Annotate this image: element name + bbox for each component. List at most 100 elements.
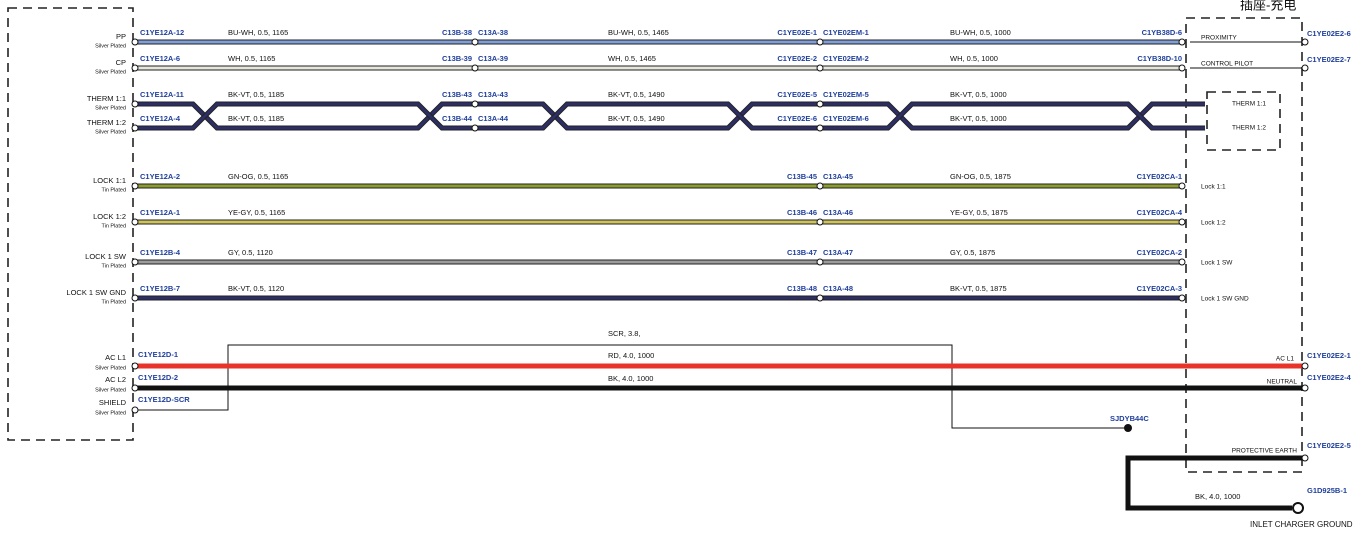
plating: Silver Plated [95,105,126,111]
ac-section: AC L1 Silver Plated AC L2 Silver Plated … [95,329,1353,529]
wire-spec: BK-VT, 0.5, 1185 [228,114,284,123]
pin [131,182,139,190]
wire-spec: SCR, 3.8, [608,329,641,338]
wire [135,102,1205,130]
plating: Silver Plated [95,387,126,393]
function-label: NEUTRAL [1267,379,1298,386]
connector-label: C13B-38 [442,28,472,37]
pin [816,294,824,302]
pin [816,258,824,266]
connector-label: C1YE02EM-2 [823,54,869,63]
connector-label: C13B-47 [787,248,817,257]
connector-label: C1YE12B-7 [140,284,180,293]
pin [131,100,139,108]
pin [816,182,824,190]
pin [816,38,824,46]
connector-label: C1YE12A-6 [140,54,180,63]
terminal-label: C1YE02E2-7 [1307,55,1351,64]
function-label: THERM 1:1 [1232,101,1266,108]
pin-name: THERM 1:2 [87,118,126,127]
pin [471,100,479,108]
connector-label: C1YE02E-5 [777,90,817,99]
pin [471,38,479,46]
connector-label: C1YE12D-1 [138,350,178,359]
connector-label: C1YE02E-6 [777,114,817,123]
connector-label: C1YE12A-12 [140,28,184,37]
terminal-label: C1YE02E2-5 [1307,441,1351,450]
function-label: PROTECTIVE EARTH [1232,448,1298,455]
connector-label: G1D925B-1 [1307,486,1347,495]
connector-label: C13A-39 [478,54,508,63]
pin [131,294,139,302]
pin [1178,258,1186,266]
plating: Silver Plated [95,365,126,371]
earth-wire [1125,455,1305,511]
connector-label: C1YE12D-2 [138,373,178,382]
pin [1178,64,1186,72]
pin [131,124,139,132]
plating: Silver Plated [95,43,126,49]
connector-label: C13B-48 [787,284,817,293]
pin [471,124,479,132]
connector-label: C13B-39 [442,54,472,63]
connector-label: C1YE02CA-4 [1137,208,1183,217]
wire-outline [135,101,1205,131]
wire-spec: BK-VT, 0.5, 1490 [608,114,665,123]
wire-spec: BU-WH, 0.5, 1165 [228,28,288,37]
connector-label: C1YE12B-4 [140,248,181,257]
pin [1301,454,1309,462]
terminal-label: C1YE02E2-6 [1307,29,1351,38]
rows: PP Silver Plated C1YE12A-12 BU-WH, 0.5, 116… [66,28,1350,305]
function-label: Lock 1 SW [1201,260,1233,267]
connector-label: C1YE12A-4 [140,114,181,123]
connector-label: C1YE02CA-3 [1137,284,1182,293]
connector-label: C13A-47 [823,248,853,257]
pin-name: LOCK 1:2 [93,212,126,221]
wire-spec: WH, 0.5, 1465 [608,54,656,63]
connector-label: C1YE12A-2 [140,172,180,181]
therm-box [1206,91,1281,151]
inlet-title: 插座-充电 [1240,0,1296,14]
wire-spec: RD, 4.0, 1000 [608,351,654,360]
pin-name: THERM 1:1 [87,94,126,103]
plating: Silver Plated [95,69,126,75]
wire [135,102,1205,130]
wire-spec: BK-VT, 0.5, 1490 [608,90,665,99]
wire-spec: BK-VT, 0.5, 1185 [228,90,284,99]
pin [816,218,824,226]
connector-label: C13A-43 [478,90,508,99]
pin [816,64,824,72]
connector-label: C13A-44 [478,114,509,123]
pin [1301,64,1309,72]
wire-spec: BU-WH, 0.5, 1465 [608,28,669,37]
plating: Tin Plated [101,299,126,305]
terminal-label: C1YE02E2-1 [1307,351,1351,360]
connector-label: C1YE02EM-1 [823,28,869,37]
pin [1178,182,1186,190]
function-label: CONTROL PILOT [1201,61,1253,68]
function-label: Lock 1:2 [1201,220,1226,227]
wire-spec: GY, 0.5, 1120 [228,248,273,257]
wire-spec: BK-VT, 0.5, 1000 [950,114,1007,123]
function-label: Lock 1 SW GND [1201,296,1249,303]
pin [816,124,824,132]
wire-spec: GY, 0.5, 1875 [950,248,995,257]
wire-spec: BK-VT, 0.5, 1000 [950,90,1007,99]
connector-label: C13B-44 [442,114,473,123]
terminal-label: C1YE02E2-4 [1307,373,1352,382]
pin [131,406,139,414]
pin-name: LOCK 1 SW GND [66,288,126,297]
wire-spec: BK, 4.0, 1000 [1195,492,1240,501]
wire-outline [135,101,1205,131]
connector-label: C1YE02EM-5 [823,90,869,99]
pin [1178,294,1186,302]
plating: Tin Plated [101,187,126,193]
wire-spec: GN-OG, 0.5, 1165 [228,172,288,181]
pin [131,258,139,266]
connector-label: C1YE12A-1 [140,208,180,217]
pin [131,38,139,46]
pin-name: PP [116,32,126,41]
pin-name: AC L1 [105,353,126,362]
wire-spec: WH, 0.5, 1165 [228,54,275,63]
